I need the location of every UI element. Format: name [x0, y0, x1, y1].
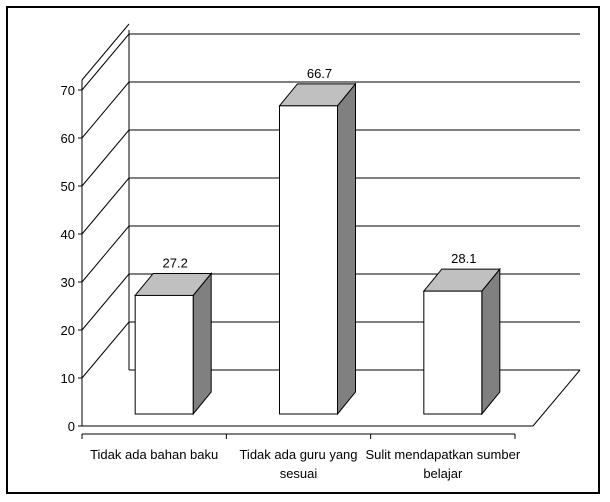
- y-tick-label: 30: [61, 275, 75, 290]
- y-tick-label: 0: [68, 419, 75, 434]
- bar-front: [134, 294, 194, 415]
- gridline-side: [81, 177, 130, 235]
- category-label: sesuai: [280, 466, 318, 481]
- side-wall-top-edge: [81, 23, 130, 81]
- axes: [78, 80, 516, 439]
- category-label: Sulit mendapatkan sumber: [366, 447, 521, 462]
- data-label: 27.2: [163, 255, 188, 270]
- bar: [422, 267, 501, 416]
- gridline-side: [81, 81, 130, 139]
- floor-right-edge: [532, 369, 581, 427]
- category-label: Tidak ada guru yang: [239, 447, 357, 462]
- bar-side: [337, 82, 356, 416]
- bar-front: [423, 290, 483, 415]
- data-label: 28.1: [451, 251, 476, 266]
- category-label: Tidak ada bahan baku: [90, 447, 218, 462]
- gridline-side: [81, 321, 130, 379]
- y-tick-label: 70: [61, 83, 75, 98]
- data-label: 66.7: [307, 66, 332, 81]
- y-tick-label: 50: [61, 179, 75, 194]
- gridline-side: [81, 129, 130, 187]
- labels: 0 10 20 30 40 50 60 70 27.2 Tidak ada bahan baku 6…: [61, 66, 521, 481]
- bar-side: [192, 272, 212, 416]
- bar: [278, 82, 357, 416]
- category-label: belajar: [423, 466, 463, 481]
- bar-side: [481, 267, 501, 416]
- bars: [134, 82, 501, 416]
- y-tick-label: 40: [61, 227, 75, 242]
- gridline-side: [81, 273, 130, 331]
- bar-front: [279, 105, 338, 415]
- bar: [134, 272, 213, 416]
- gridline-side: [81, 33, 130, 91]
- y-tick-label: 10: [61, 371, 75, 386]
- gridline-side: [81, 225, 130, 283]
- y-tick-label: 60: [61, 131, 75, 146]
- y-tick-label: 20: [61, 323, 75, 338]
